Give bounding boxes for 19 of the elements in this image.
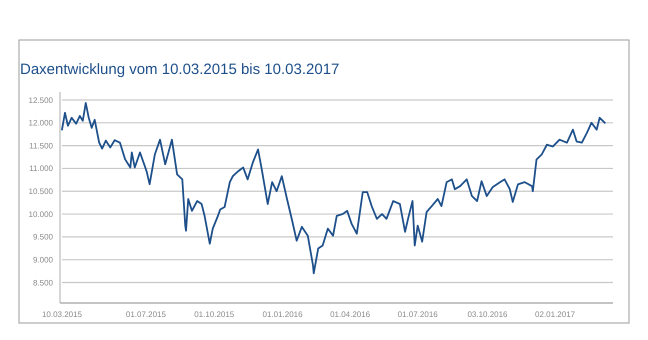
x-tick-label: 01.04.2016 [330, 310, 371, 319]
y-tick-label: 12.000 [28, 118, 54, 128]
x-tick-label: 01.10.2015 [194, 310, 235, 319]
x-tick-label: 01.01.2016 [262, 310, 304, 319]
line-series [61, 102, 606, 274]
y-tick-label: 12.500 [28, 96, 54, 105]
y-tick-label: 11.000 [29, 164, 54, 174]
y-tick-label: 11.500 [29, 141, 54, 150]
y-tick-label: 10.500 [28, 187, 54, 196]
x-tick-label: 02.01.2017 [535, 310, 576, 319]
chart-title: Daxentwicklung vom 10.03.2015 bis 10.03.2017 [20, 61, 340, 78]
x-tick-label: 01.07.2016 [398, 310, 438, 319]
y-tick-label: 10.000 [28, 210, 54, 219]
y-tick-label: 9.000 [32, 255, 54, 264]
y-tick-label: 8.500 [32, 278, 54, 288]
x-tick-label: 10.03.2015 [42, 310, 83, 319]
y-tick-label: 9.500 [32, 232, 54, 242]
x-tick-label: 03.10.2016 [467, 310, 508, 319]
x-tick-label: 01.07.2015 [126, 310, 166, 319]
